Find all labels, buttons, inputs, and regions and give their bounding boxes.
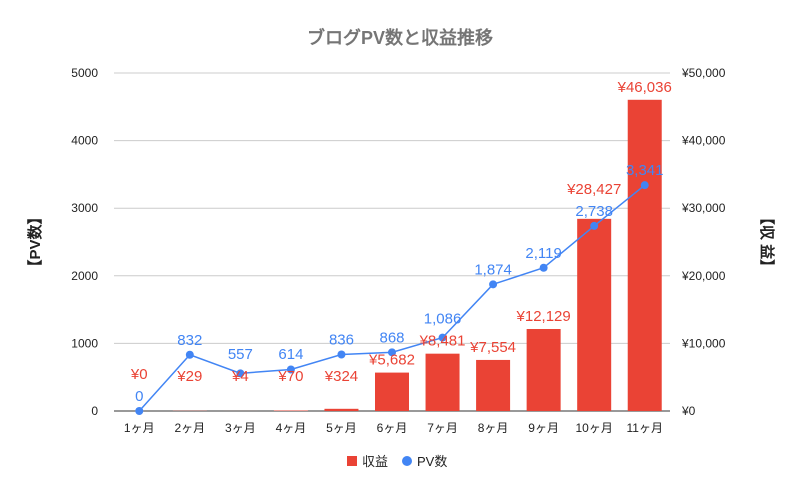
- data-label-revenue: ¥70: [277, 368, 303, 385]
- line-pv: [138, 184, 646, 412]
- legend-label-revenue: 収益: [362, 454, 388, 469]
- x-tick: 11ヶ月: [626, 421, 662, 435]
- y-tick-right: ¥40,000: [681, 134, 726, 148]
- data-label-revenue: ¥0: [130, 366, 148, 383]
- data-label-pv: 832: [177, 332, 202, 349]
- data-label-pv: 557: [228, 346, 253, 363]
- x-tick: 10ヶ月: [576, 421, 613, 435]
- data-label-revenue: ¥46,036: [617, 79, 672, 96]
- bar-revenue: [425, 353, 460, 411]
- data-label-revenue: ¥28,427: [566, 181, 621, 198]
- data-label-revenue: ¥4: [231, 368, 249, 385]
- y-tick-left: 3000: [71, 201, 98, 215]
- data-label-revenue: ¥12,129: [516, 308, 571, 325]
- data-label-pv: 3,341: [626, 162, 664, 179]
- data-label-pv: 0: [135, 388, 143, 405]
- data-label-pv: 614: [278, 346, 303, 363]
- data-label-pv: 1,874: [474, 261, 512, 278]
- legend-swatch-revenue: [347, 456, 357, 466]
- x-tick: 1ヶ月: [124, 421, 155, 435]
- y-axis-right-label: 【収 益】: [758, 210, 776, 274]
- x-tick: 4ヶ月: [276, 421, 307, 435]
- data-label-pv: 2,119: [525, 245, 561, 262]
- y-tick-right: ¥0: [681, 404, 696, 418]
- chart-title: ブログPV数と収益推移: [307, 27, 493, 48]
- data-label-revenue: ¥7,554: [469, 339, 516, 356]
- y-tick-right: ¥50,000: [681, 66, 726, 80]
- data-label-pv: 1,086: [424, 311, 462, 328]
- y-tick-left: 4000: [71, 134, 98, 148]
- data-label-revenue: ¥5,682: [368, 352, 415, 369]
- y-tick-left: 0: [91, 404, 98, 418]
- y-tick-left: 1000: [71, 336, 98, 350]
- y-tick-right: ¥30,000: [681, 201, 726, 215]
- y-tick-left: 2000: [71, 269, 98, 283]
- data-label-pv: 2,738: [575, 203, 613, 220]
- bar-revenue: [476, 359, 511, 411]
- x-tick: 8ヶ月: [478, 421, 509, 435]
- x-tick: 6ヶ月: [377, 421, 408, 435]
- data-label-revenue: ¥324: [324, 368, 358, 385]
- y-tick-left: 5000: [71, 66, 98, 80]
- x-tick: 2ヶ月: [174, 421, 205, 435]
- y-tick-right: ¥10,000: [681, 336, 726, 350]
- bar-revenue: [526, 329, 561, 411]
- data-label-pv: 836: [329, 331, 354, 348]
- data-label-revenue: ¥8,481: [419, 333, 466, 350]
- bar-revenue: [627, 99, 662, 412]
- bar-revenue: [375, 372, 409, 411]
- bar-revenue: [324, 408, 359, 411]
- data-label-revenue: ¥29: [176, 368, 202, 385]
- legend-label-pv: PV数: [417, 454, 447, 469]
- bar-revenue: [577, 218, 612, 411]
- legend: 収益 PV数: [347, 454, 447, 469]
- y-tick-right: ¥20,000: [681, 269, 726, 283]
- legend-swatch-pv: [402, 456, 412, 466]
- x-tick: 5ヶ月: [326, 421, 357, 435]
- data-label-pv: 868: [379, 329, 404, 346]
- x-tick: 9ヶ月: [528, 421, 559, 435]
- x-tick: 7ヶ月: [427, 421, 458, 435]
- y-axis-left-label: 【PV数】: [26, 209, 44, 274]
- x-tick: 3ヶ月: [225, 421, 256, 435]
